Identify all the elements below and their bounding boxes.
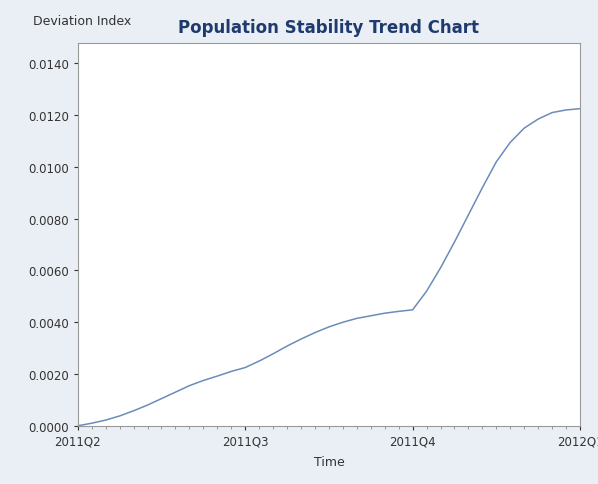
Title: Population Stability Trend Chart: Population Stability Trend Chart (178, 18, 480, 36)
Text: Deviation Index: Deviation Index (32, 15, 131, 28)
X-axis label: Time: Time (313, 455, 344, 468)
